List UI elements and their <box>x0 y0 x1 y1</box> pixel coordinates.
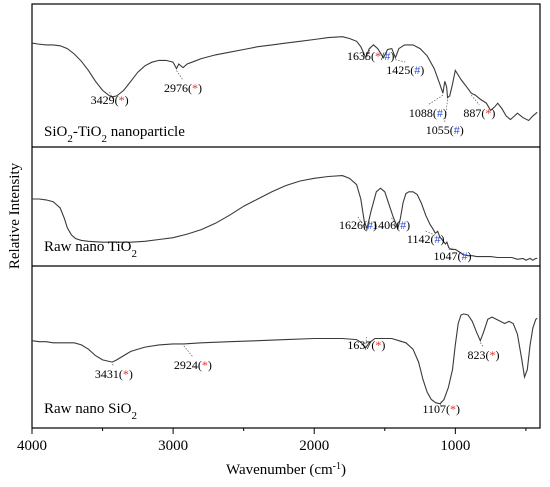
peak-annotation: 1088(#) <box>409 106 447 120</box>
peak-annotation: 2924(*) <box>174 358 212 372</box>
annotation-leader <box>427 94 444 106</box>
annotation-leader <box>390 216 399 230</box>
panel-labels: SiO2-TiO2 nanoparticle Raw nano TiO2 Raw n… <box>44 124 185 422</box>
plot-frame <box>31 3 541 429</box>
annotation-leader <box>365 47 371 60</box>
annotation-leader <box>480 342 484 348</box>
annotation-leader <box>176 70 184 81</box>
annotation-leader <box>448 247 453 250</box>
x-axis: 4000 3000 2000 1000 <box>17 428 527 454</box>
annotation-labels: 3429(*) 2976(*) 1635(*/#)1425(#) 1088(#) 105… <box>91 49 500 416</box>
peak-annotation: 3429(*) <box>91 93 129 107</box>
x-tick-label: 1000 <box>440 438 470 454</box>
spectrum-line-1 <box>31 36 538 122</box>
panel-label-1: SiO2-TiO2 nanoparticle <box>44 124 185 145</box>
peak-annotation: 823(*) <box>468 348 500 362</box>
y-axis-title: Relative Intensity <box>7 162 23 269</box>
panel-label-2: Raw nano TiO2 <box>44 239 137 260</box>
peak-annotation: 1047(#) <box>434 249 472 263</box>
peak-annotation: 887(*) <box>463 106 495 120</box>
annotation-leader <box>444 99 448 123</box>
x-axis-title: Wavenumber (cm-1) <box>226 461 346 479</box>
peak-annotation: 1425(#) <box>386 63 424 77</box>
peak-annotation: 3431(*) <box>95 367 133 381</box>
annotation-leader <box>183 345 194 358</box>
spectrum-line-3 <box>31 313 538 405</box>
peak-annotation: 1406(#) <box>372 218 410 232</box>
peak-annotation: 2976(*) <box>164 81 202 95</box>
spectrum-line-2 <box>32 175 538 261</box>
annotation-leader <box>112 363 115 367</box>
annotation-leader <box>109 91 113 99</box>
peak-annotation: 1637(*) <box>347 338 385 352</box>
annotation-leader <box>365 336 367 351</box>
annotation-leader <box>439 400 442 406</box>
x-tick-label: 3000 <box>158 438 188 454</box>
x-tick-label: 2000 <box>299 438 329 454</box>
peak-annotation: 1142(#) <box>407 232 445 246</box>
peak-annotation: 1055(#) <box>426 123 464 137</box>
annotation-leaders <box>109 47 484 406</box>
spectra-group <box>31 36 538 405</box>
x-tick-label: 4000 <box>17 438 47 454</box>
peak-annotation: 1107(*) <box>422 402 460 416</box>
peak-annotation: 1635(*/#) <box>347 49 394 63</box>
annotation-leader <box>471 94 480 106</box>
panel-label-3: Raw nano SiO2 <box>44 401 137 422</box>
annotation-leader <box>395 59 406 63</box>
peak-annotation: 1626(#) <box>339 218 377 232</box>
